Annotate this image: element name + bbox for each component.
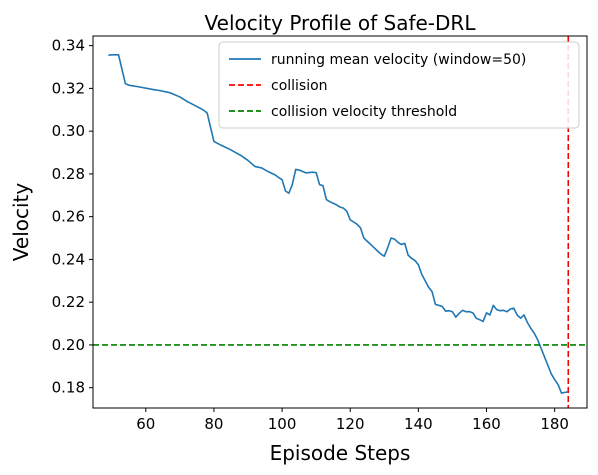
velocity-series-line — [108, 54, 569, 394]
x-tick-label: 160 — [472, 415, 501, 433]
x-tick-label: 180 — [540, 415, 569, 433]
y-tick-label: 0.34 — [52, 37, 85, 55]
y-tick-label: 0.28 — [52, 165, 85, 183]
y-axis-title: Velocity — [9, 183, 33, 262]
y-tick-label: 0.26 — [52, 208, 85, 226]
y-tick-label: 0.30 — [52, 122, 85, 140]
chart-title: Velocity Profile of Safe-DRL — [205, 11, 477, 35]
legend-label: running mean velocity (window=50) — [271, 52, 526, 68]
legend-box — [218, 41, 580, 129]
y-tick-label: 0.18 — [52, 379, 85, 397]
legend-label: collision — [271, 78, 328, 94]
x-tick-label: 60 — [136, 415, 155, 433]
y-axis: 0.18 0.20 0.22 0.24 0.26 0.28 0.30 0.32 0.34 — [52, 37, 93, 397]
x-tick-label: 140 — [404, 415, 433, 433]
y-tick-label: 0.22 — [52, 293, 85, 311]
y-tick-label: 0.24 — [52, 250, 85, 268]
plot-area — [92, 35, 588, 409]
legend: running mean velocity (window=50) collisi… — [218, 41, 580, 129]
legend-label: collision velocity threshold — [271, 104, 457, 120]
y-tick-label: 0.32 — [52, 79, 85, 97]
x-axis: 60 80 100 120 140 160 180 — [136, 408, 569, 433]
y-tick-label: 0.20 — [52, 336, 85, 354]
x-tick-label: 120 — [336, 415, 365, 433]
plot-frame — [92, 35, 588, 409]
x-tick-label: 80 — [204, 415, 223, 433]
x-tick-label: 100 — [268, 415, 297, 433]
x-axis-title: Episode Steps — [270, 441, 411, 465]
